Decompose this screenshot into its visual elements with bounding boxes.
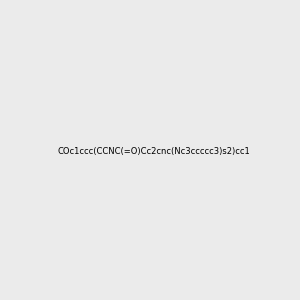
- Text: COc1ccc(CCNC(=O)Cc2cnc(Nc3ccccc3)s2)cc1: COc1ccc(CCNC(=O)Cc2cnc(Nc3ccccc3)s2)cc1: [57, 147, 250, 156]
